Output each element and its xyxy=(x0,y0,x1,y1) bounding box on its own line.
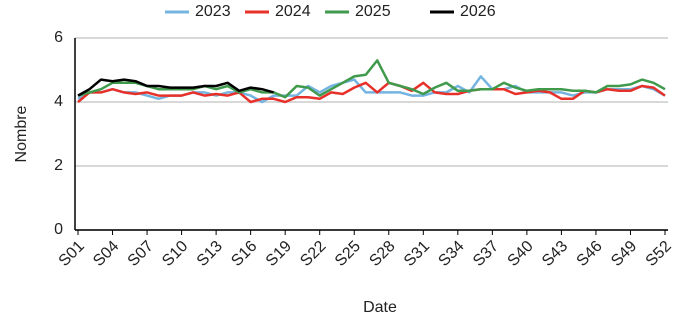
x-tick-label: S10 xyxy=(159,238,191,270)
y-tick-label: 4 xyxy=(54,93,63,110)
x-tick-label: S34 xyxy=(435,238,467,270)
y-axis-label: Nombre xyxy=(13,105,30,162)
x-tick-label: S46 xyxy=(574,238,606,270)
x-tick-label: S52 xyxy=(643,238,675,270)
legend-label: 2026 xyxy=(460,3,496,20)
x-tick-label: S37 xyxy=(470,238,502,270)
x-tick-label: S22 xyxy=(297,238,329,270)
x-tick-label: S04 xyxy=(90,238,122,270)
series-line xyxy=(77,78,275,97)
y-tick-label: 2 xyxy=(54,157,63,174)
x-tick-label: S13 xyxy=(194,238,226,270)
x-tick-label: S25 xyxy=(332,238,364,270)
x-tick-label: S49 xyxy=(608,238,640,270)
y-tick-label: 6 xyxy=(54,29,63,46)
legend-label: 2023 xyxy=(195,3,231,20)
x-axis-label: Date xyxy=(363,299,397,316)
series-line xyxy=(77,81,666,104)
x-tick-label: S31 xyxy=(401,238,433,270)
x-tick-label: S43 xyxy=(539,238,571,270)
y-tick-label: 0 xyxy=(54,221,63,238)
series-line xyxy=(77,59,666,99)
legend-label: 2024 xyxy=(275,3,311,20)
legend-label: 2025 xyxy=(355,3,391,20)
x-tick-label: S28 xyxy=(366,238,398,270)
x-tick-label: S19 xyxy=(263,238,295,270)
x-tick-label: S40 xyxy=(505,238,537,270)
x-tick-label: S07 xyxy=(125,238,157,270)
x-tick-label: S16 xyxy=(228,238,260,270)
x-tick-label: S01 xyxy=(56,238,88,270)
